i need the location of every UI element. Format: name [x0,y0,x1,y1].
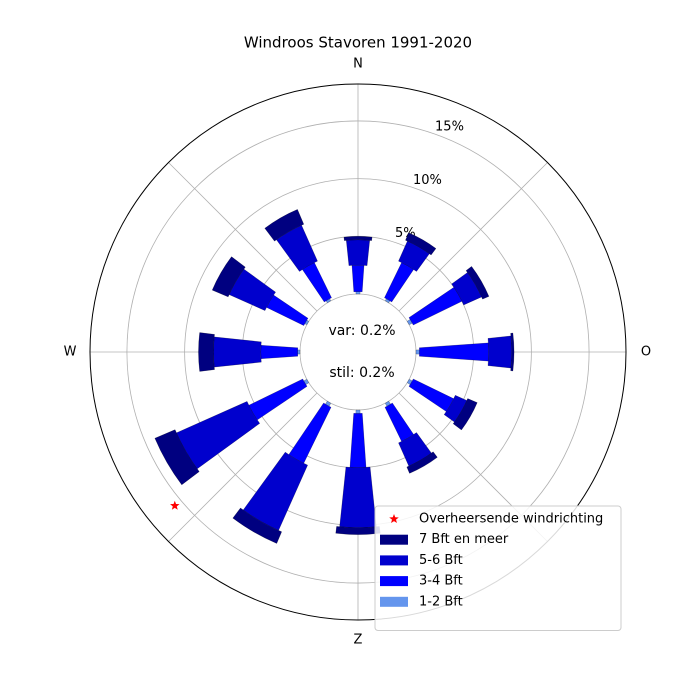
bar-segment [453,398,478,431]
inner-circle [299,293,417,411]
bar-segment [248,378,308,421]
bar-segment [406,451,438,474]
bar-segment [343,236,373,241]
bar-segment [408,378,454,412]
legend-swatch [380,555,408,566]
outer-frame [89,83,627,621]
legend-swatch [380,576,408,587]
angular-grid-line [168,392,318,542]
bar-segment [213,336,262,368]
theta-label: W [64,345,77,360]
bar-segment [198,332,215,372]
angular-grid-line [168,162,318,312]
legend-label: Overheersende windrichting [419,512,603,527]
r-tick-label: 15% [435,120,464,135]
legend-frame [374,505,622,631]
legend-label: 1-2 Bft [419,594,463,609]
bar-segment [266,294,309,326]
legend-swatch [380,596,408,607]
angular-grid-line [398,162,548,312]
legend: Overheersende windrichting 7 Bft en meer 5… [374,505,622,631]
bar-segment [384,262,414,303]
bar-segment [465,266,490,300]
legend-swatch [380,534,408,545]
bar-segment [351,265,365,292]
bar-segment [355,291,361,295]
bar-segment [339,466,377,528]
chart-title: Windroos Stavoren 1991-2020 [244,34,472,52]
legend-label: 3-4 Bft [419,574,463,589]
bar-segment [419,342,489,362]
legend-marker [389,514,399,524]
r-tick-label: 10% [413,173,442,188]
bar-segment [355,409,361,414]
bar-segment [232,507,282,544]
theta-label: Z [354,633,363,648]
bar-segment [349,413,367,468]
annotation: var: 0.2% [328,323,395,339]
bar-segment [297,349,301,355]
bar-segment [415,349,420,355]
legend-label: 7 Bft en meer [419,532,509,547]
bar-segment [288,402,332,464]
bar-segment [346,239,370,266]
annotation: stil: 0.2% [329,365,394,381]
bar-segment [510,332,515,372]
bar-segment [384,402,414,442]
bar-segment [212,256,246,298]
bar-segment [260,345,298,359]
theta-label: N [353,57,363,72]
bar-segment [264,209,304,242]
legend-label: 5-6 Bft [419,553,463,568]
dominant-marker [170,500,180,510]
grid-circle [126,120,590,584]
bar-segment [405,232,437,256]
bar-segment [154,429,200,485]
theta-label: O [641,345,651,360]
bar-segment [302,262,332,303]
bar-segment [335,526,381,535]
bar-segment [487,335,512,369]
